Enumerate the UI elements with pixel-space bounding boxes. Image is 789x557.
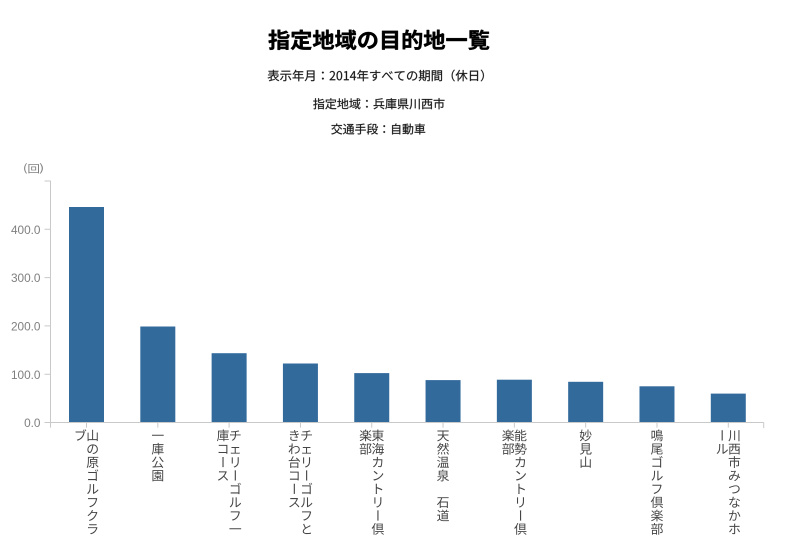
svg-text:300.0: 300.0 [11,271,41,285]
svg-text:0.0: 0.0 [24,416,41,430]
svg-text:200.0: 200.0 [11,320,41,334]
svg-text:100.0: 100.0 [11,368,41,382]
svg-text:400.0: 400.0 [11,223,41,237]
